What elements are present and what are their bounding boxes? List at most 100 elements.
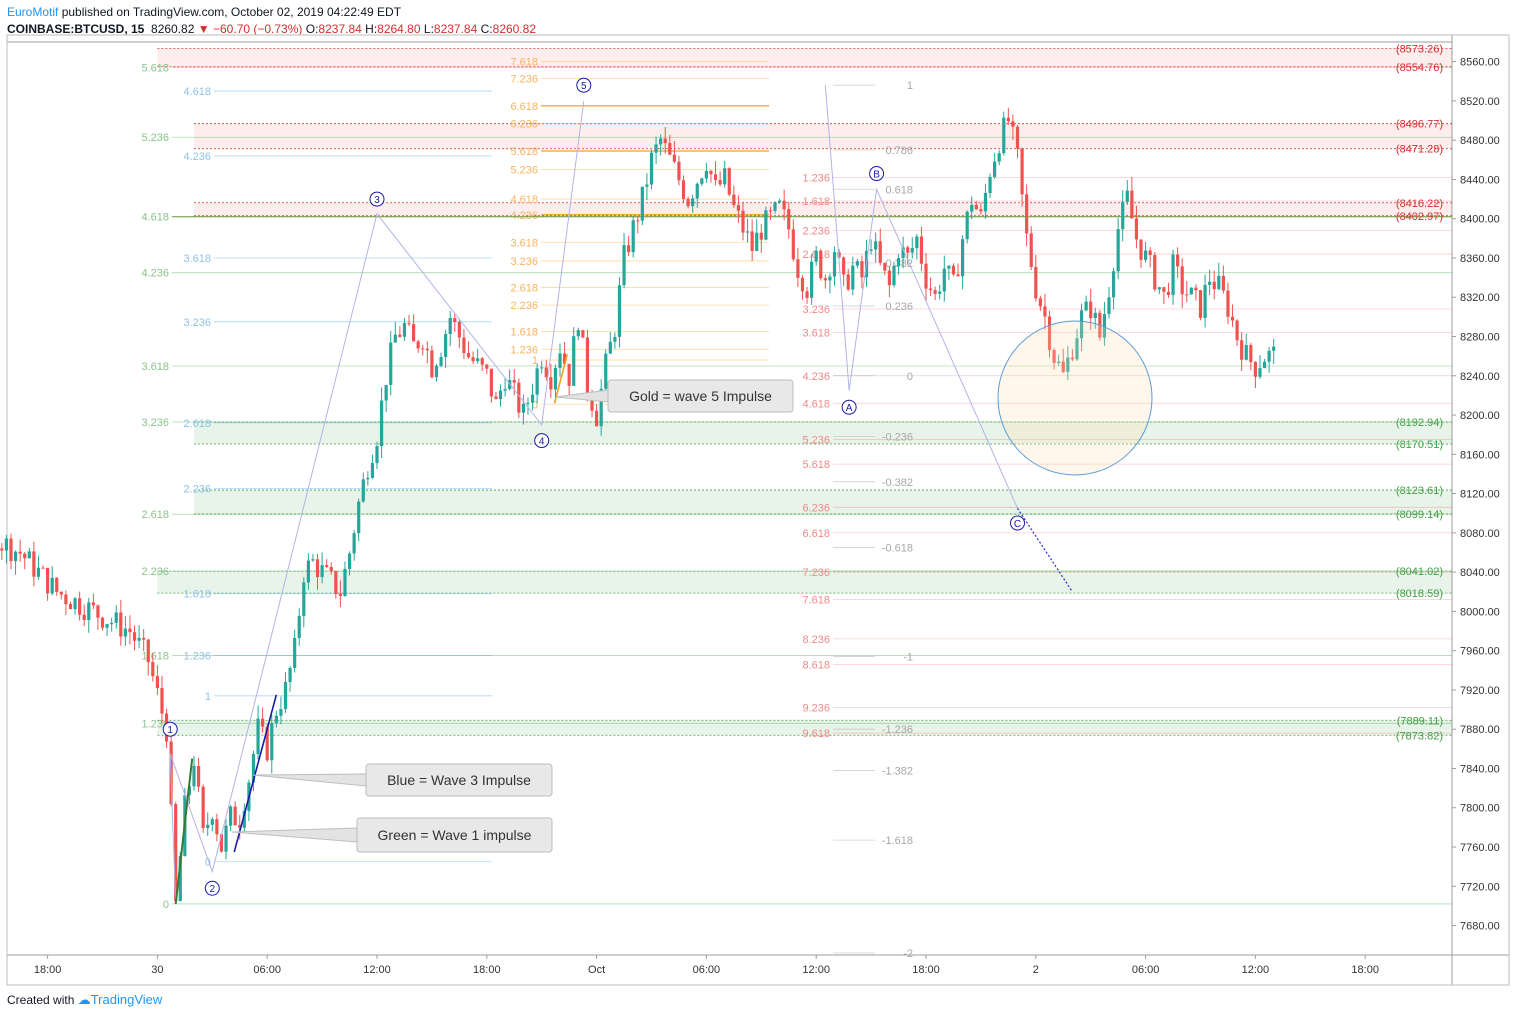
- level-label: (7873.82): [1396, 730, 1443, 742]
- tradingview-logo-icon[interactable]: ☁: [77, 992, 91, 1007]
- candle-body: [151, 662, 155, 677]
- candle-body: [462, 337, 466, 354]
- candle-body: [590, 393, 594, 411]
- candle-body: [778, 200, 782, 203]
- sr-zone: [194, 421, 1452, 445]
- candle-body: [842, 257, 846, 275]
- candle-body: [265, 726, 269, 761]
- candle-body: [1043, 306, 1047, 317]
- candle-body: [142, 637, 146, 640]
- time-tick-label: 18:00: [912, 964, 940, 976]
- fib-red-label: 6.236: [802, 502, 830, 514]
- candle-body: [27, 551, 31, 559]
- candle-body: [613, 336, 617, 342]
- publisher-name[interactable]: EuroMotif: [7, 5, 59, 19]
- candle-body: [1079, 310, 1084, 339]
- candle-body: [599, 388, 603, 427]
- tradingview-logo-text[interactable]: TradingView: [90, 992, 163, 1007]
- candle-body: [18, 551, 22, 554]
- down-arrow-icon: ▼: [197, 22, 210, 36]
- level-label: (8170.51): [1396, 439, 1443, 451]
- candle-body: [325, 565, 329, 568]
- candle-body: [425, 348, 429, 351]
- candle-body: [997, 153, 1001, 162]
- sr-zone: [194, 202, 1452, 216]
- candle-body: [503, 389, 507, 391]
- candle-body: [1176, 254, 1180, 267]
- candle-body: [224, 825, 228, 852]
- candle-body: [631, 220, 635, 253]
- candle-body: [782, 200, 786, 210]
- fib-red-label: 7.236: [802, 567, 830, 579]
- candle-body: [1006, 117, 1010, 122]
- candle-body: [352, 533, 356, 554]
- candle-body: [883, 262, 887, 271]
- fib-blue-label: 3.618: [183, 253, 211, 265]
- price-tick-label: 7840.00: [1460, 763, 1500, 775]
- candle-body: [938, 291, 942, 294]
- candle-body: [457, 321, 461, 338]
- time-tick-label: 06:00: [693, 964, 721, 976]
- candle-body: [87, 602, 91, 621]
- fib-red-label: 4.618: [802, 398, 830, 410]
- candle-body: [640, 186, 644, 221]
- candle-body: [851, 265, 855, 290]
- callout-text: Blue = Wave 3 Impulse: [387, 772, 531, 788]
- candle-body: [206, 824, 210, 829]
- candle-body: [178, 856, 182, 902]
- candle-body: [1194, 287, 1198, 291]
- projection-line: [1016, 507, 1073, 593]
- candle-body: [1258, 368, 1262, 377]
- fib-green-label: 5.236: [141, 132, 169, 144]
- green-impulse-arrow: [174, 758, 194, 905]
- candle-body: [114, 612, 118, 623]
- high-label: H:: [365, 22, 378, 36]
- candle-body: [96, 605, 100, 618]
- candle-body: [334, 571, 338, 594]
- low-label: L:: [423, 22, 434, 36]
- open-label: O:: [305, 22, 319, 36]
- impulse-wave-line: [169, 100, 585, 904]
- fib-gold-label: 7.236: [510, 73, 538, 85]
- created-with: Created with: [7, 993, 75, 1007]
- fib-gold-label: 4.236: [510, 210, 538, 222]
- fib-gold-label: 5.618: [510, 146, 538, 158]
- fib-red-label: 7.618: [802, 595, 830, 607]
- callout-text: Green = Wave 1 impulse: [378, 827, 532, 843]
- candle-body: [215, 819, 219, 835]
- fib-gray-label: -0.382: [882, 477, 913, 489]
- candle-body: [91, 602, 95, 606]
- high-value: 8264.80: [377, 22, 421, 36]
- candle-body: [1029, 233, 1033, 268]
- candle-body: [41, 567, 45, 569]
- fib-red-label: 3.236: [802, 304, 830, 316]
- candle-body: [320, 565, 324, 578]
- candle-body: [855, 261, 859, 266]
- candle-body: [878, 241, 882, 263]
- candle-body: [805, 291, 809, 298]
- candle-body: [718, 179, 722, 185]
- fib-gold-label: 7.618: [510, 57, 538, 69]
- candle-body: [933, 290, 937, 294]
- wave-label-circle: [576, 77, 592, 93]
- price-tick-label: 8560.00: [1460, 57, 1500, 69]
- candle-body: [585, 337, 590, 394]
- price-tick-label: 7800.00: [1460, 803, 1500, 815]
- candle-body: [1212, 281, 1216, 290]
- candle-body: [837, 252, 841, 258]
- candle-body: [1070, 357, 1074, 360]
- candle-body: [393, 334, 397, 343]
- candle-body: [956, 274, 960, 277]
- price-tick-label: 8160.00: [1460, 449, 1500, 461]
- candle-body: [654, 144, 658, 153]
- candle-body: [315, 559, 320, 578]
- callout: Green = Wave 1 impulse: [231, 817, 553, 853]
- candle-body: [412, 324, 416, 342]
- candle-body: [270, 723, 274, 761]
- fib-gray-label: 0.236: [885, 301, 913, 313]
- last-price: 8260.82: [151, 22, 195, 36]
- callout-pointer: [555, 389, 609, 403]
- level-label: (8496.77): [1396, 119, 1443, 131]
- change: −60.70 (−0.73%): [213, 22, 303, 36]
